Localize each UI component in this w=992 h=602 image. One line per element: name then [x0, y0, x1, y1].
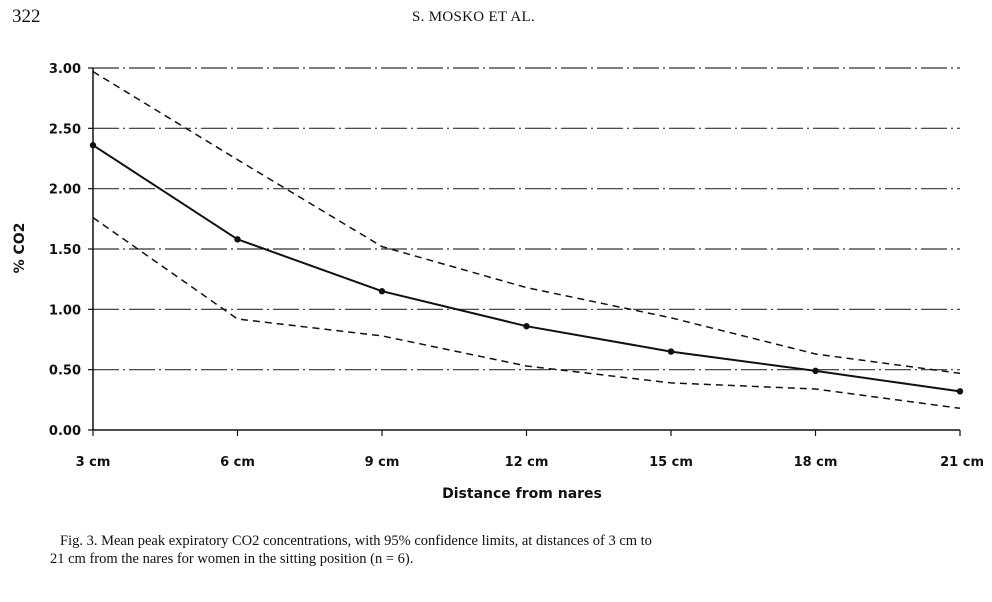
data-point-0-2 [378, 288, 386, 295]
axes [88, 67, 961, 436]
data-point-0-4 [667, 348, 675, 355]
co2-line-chart: 0.00 0.50 1.00 1.50 2.00 2.50 3.00 3 cm 6 cm 9 c… [12, 62, 984, 502]
data-point-0-3 [523, 323, 530, 330]
page-number: 322 [12, 6, 41, 27]
caption-line-1: Fig. 3. Mean peak expiratory CO2 concent… [60, 533, 652, 549]
x-tick-label-3: 12 cm [505, 455, 549, 470]
y-tick-label-3: 1.50 [49, 243, 81, 258]
x-tick-label-2: 9 cm [365, 455, 400, 470]
y-tick-label-6: 3.00 [49, 62, 81, 77]
y-tick-label-1: 0.50 [49, 364, 81, 379]
y-tick-label-5: 2.50 [49, 122, 81, 137]
running-head: S. MOSKO ET AL. [412, 9, 535, 25]
data-series [89, 70, 964, 410]
x-tick-label-0: 3 cm [76, 455, 111, 470]
x-tick-labels: 3 cm 6 cm 9 cm 12 cm 15 cm 18 cm 21 cm [76, 455, 984, 470]
x-axis-title: Distance from nares [442, 486, 602, 502]
data-point-0-6 [956, 388, 964, 395]
y-tick-labels: 0.00 0.50 1.00 1.50 2.00 2.50 3.00 [49, 62, 81, 439]
y-tick-label-4: 2.00 [49, 183, 81, 198]
caption-line-2: 21 cm from the nares for women in the si… [50, 551, 414, 567]
y-tick-label-0: 0.00 [49, 424, 81, 439]
series-line-2 [92, 216, 961, 410]
y-axis-title: % CO2 [12, 223, 28, 274]
series-line-1 [92, 70, 961, 375]
x-tick-label-5: 18 cm [794, 455, 838, 470]
figure-caption: Fig. 3. Mean peak expiratory CO2 concent… [50, 532, 960, 568]
series-line-0 [92, 144, 961, 393]
x-tick-label-6: 21 cm [940, 455, 984, 470]
x-tick-label-1: 6 cm [220, 455, 255, 470]
y-tick-label-2: 1.00 [49, 303, 81, 318]
data-point-0-0 [89, 142, 97, 149]
data-point-0-1 [234, 236, 241, 243]
data-point-0-5 [812, 367, 819, 375]
x-tick-label-4: 15 cm [649, 455, 693, 470]
